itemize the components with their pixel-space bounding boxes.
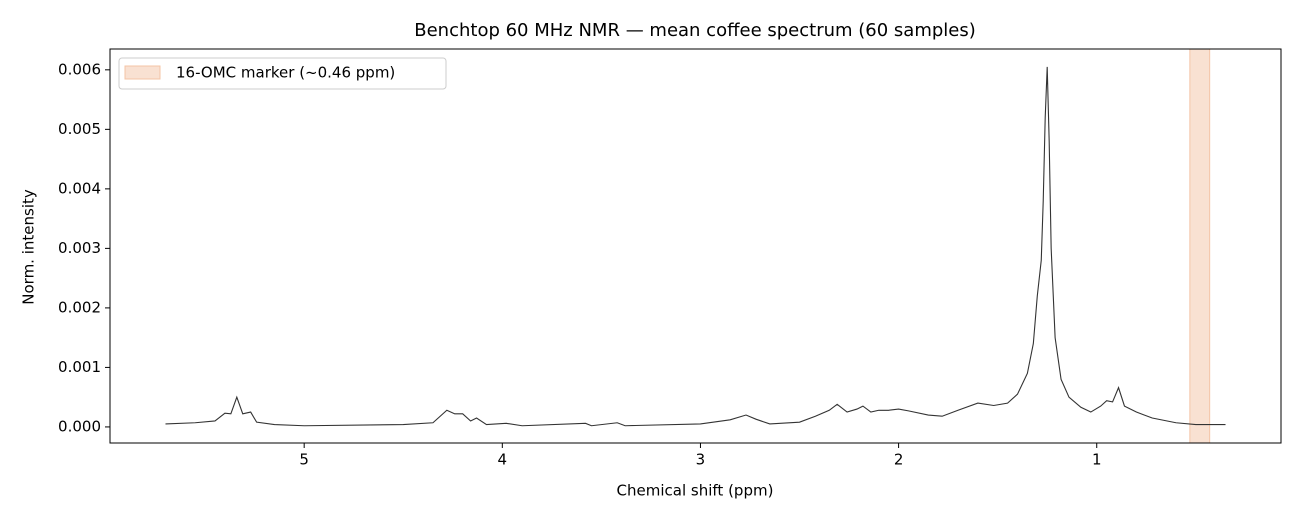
y-tick-label: 0.000 — [58, 417, 101, 435]
spectrum-line — [165, 66, 1226, 427]
legend-label: 16-OMC marker (~0.46 ppm) — [176, 64, 395, 82]
x-tick-label: 4 — [498, 451, 508, 469]
plot-frame — [109, 48, 1282, 444]
y-tick-label: 0.001 — [58, 358, 101, 376]
legend-swatch — [124, 65, 161, 80]
legend-box — [118, 57, 447, 90]
x-tick-label: 1 — [1092, 451, 1102, 469]
x-tick-label: 5 — [299, 451, 309, 469]
y-tick-label: 0.003 — [58, 239, 101, 257]
y-tick-label: 0.004 — [58, 179, 101, 197]
x-axis-label: Chemical shift (ppm) — [617, 482, 774, 500]
y-tick-label: 0.002 — [58, 298, 101, 316]
x-tick-label: 2 — [894, 451, 904, 469]
x-tick-label: 3 — [696, 451, 706, 469]
y-tick-label: 0.005 — [58, 120, 101, 138]
y-axis-label: Norm. intensity — [20, 189, 38, 305]
band — [1189, 48, 1211, 444]
chart-title: Benchtop 60 MHz NMR — mean coffee spectr… — [414, 20, 976, 41]
y-tick-label: 0.006 — [58, 60, 101, 78]
